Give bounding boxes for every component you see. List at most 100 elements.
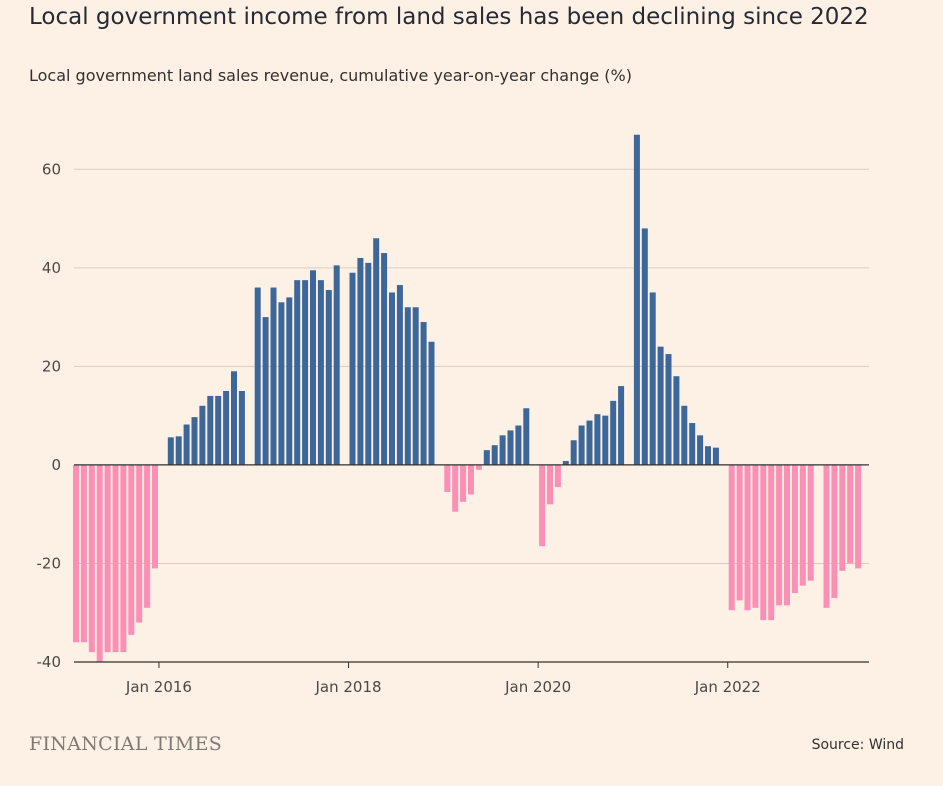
y-tick-label: -20	[37, 554, 62, 572]
bar	[705, 446, 711, 465]
bar	[665, 354, 672, 465]
bar	[578, 425, 585, 465]
bar	[460, 464, 467, 502]
bar	[618, 386, 625, 465]
chart-subtitle: Local government land sales revenue, cum…	[29, 66, 632, 85]
bar	[641, 228, 648, 465]
bar	[231, 371, 237, 465]
bar	[483, 450, 490, 465]
bar	[349, 272, 356, 465]
x-axis: Jan 2016 Jan 2018 Jan 2020 Jan 2022	[74, 464, 869, 696]
bar	[673, 376, 680, 465]
x-tick-label: Jan 2018	[315, 678, 382, 696]
bar	[199, 405, 206, 465]
bar	[807, 464, 814, 581]
bar	[791, 464, 798, 594]
y-tick-label: 0	[51, 456, 61, 474]
bar	[523, 408, 530, 465]
bar	[128, 464, 135, 635]
bar	[278, 302, 285, 465]
bar	[215, 395, 222, 465]
bar	[499, 435, 506, 465]
bar	[152, 464, 158, 569]
bar	[104, 464, 111, 653]
y-axis-ticks: -40 -20 0 20 40 60	[37, 160, 62, 671]
bar	[736, 464, 743, 601]
bar	[586, 420, 593, 465]
source-note: Source: Wind	[811, 737, 904, 753]
bar	[452, 464, 459, 512]
bar	[396, 285, 403, 465]
bar	[302, 280, 309, 465]
bar	[633, 134, 640, 465]
bar	[333, 265, 340, 465]
bar	[428, 341, 435, 465]
bar	[768, 464, 775, 621]
bar	[175, 436, 182, 465]
bar	[855, 464, 862, 569]
bar	[80, 464, 87, 643]
bar	[294, 280, 301, 465]
bar	[310, 270, 316, 465]
bar	[365, 262, 372, 465]
bar	[88, 464, 95, 653]
bar	[444, 464, 451, 493]
bar	[784, 464, 790, 606]
y-tick-label: 20	[42, 357, 61, 375]
bars	[73, 134, 862, 662]
bar	[357, 257, 364, 465]
bar	[468, 464, 474, 495]
bar	[554, 464, 561, 488]
bar	[136, 464, 143, 623]
bar	[262, 317, 269, 465]
bar	[412, 307, 419, 465]
bar	[649, 292, 656, 465]
bar	[823, 464, 830, 608]
bar	[404, 307, 411, 465]
bar	[776, 464, 783, 606]
bar	[96, 464, 103, 662]
y-tick-label: 60	[42, 160, 61, 178]
bar	[712, 447, 719, 465]
bar	[420, 322, 427, 465]
bar	[539, 464, 546, 547]
y-tick-label: -40	[37, 653, 62, 671]
bar	[515, 425, 522, 465]
bar	[183, 424, 190, 465]
bar	[681, 405, 688, 465]
bar	[191, 417, 198, 465]
bar	[389, 292, 395, 465]
y-tick-label: 40	[42, 259, 61, 277]
bar	[491, 445, 498, 465]
bar	[760, 464, 767, 621]
bar	[144, 464, 151, 608]
bar	[507, 430, 514, 465]
bar	[610, 400, 617, 465]
bar	[697, 435, 704, 465]
bar	[73, 464, 79, 643]
bar	[847, 464, 854, 564]
bar	[254, 287, 261, 465]
bar	[120, 464, 127, 653]
bar	[286, 297, 293, 465]
bar	[112, 464, 119, 653]
bar	[207, 395, 214, 465]
bar	[602, 415, 609, 465]
bar	[373, 238, 380, 465]
ft-logo-wordmark: FINANCIAL TIMES	[29, 733, 223, 755]
bar	[317, 280, 324, 465]
bar	[547, 464, 553, 505]
bar	[839, 464, 846, 571]
bar	[270, 287, 277, 465]
bar	[167, 437, 174, 465]
x-tick-label: Jan 2022	[694, 678, 761, 696]
x-tick-label: Jan 2016	[125, 678, 192, 696]
bar	[594, 414, 601, 465]
x-tick-label: Jan 2020	[504, 678, 571, 696]
bar	[562, 460, 569, 465]
chart-title: Local government income from land sales …	[29, 4, 869, 30]
bar	[570, 440, 577, 465]
bar	[744, 464, 751, 611]
gridlines	[74, 168, 869, 564]
